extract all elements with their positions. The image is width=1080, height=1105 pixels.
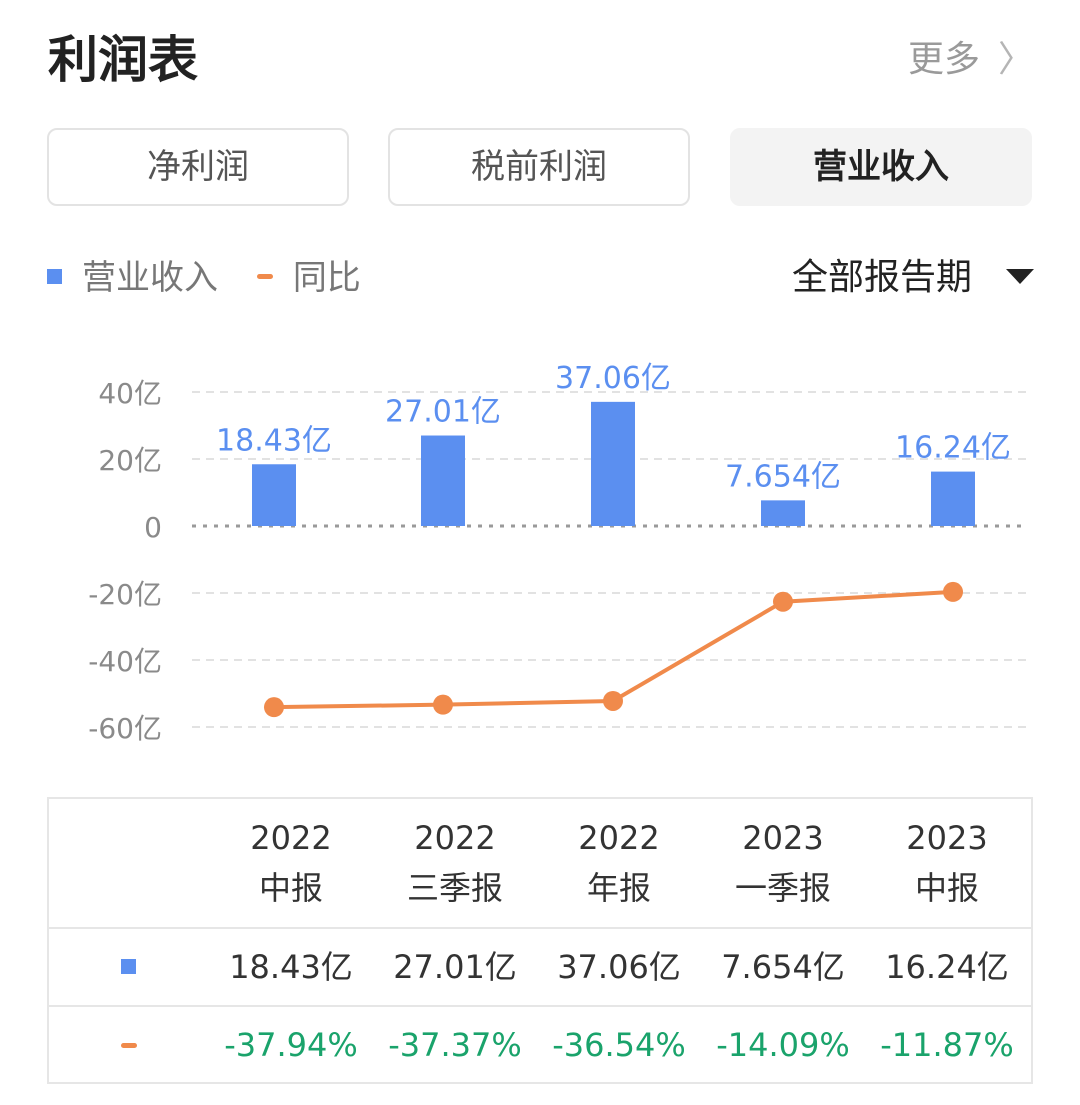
bar-swatch-icon bbox=[47, 269, 62, 284]
table-cell: 7.654亿 bbox=[721, 948, 845, 986]
bar-value-label: 7.654亿 bbox=[725, 459, 841, 494]
yoy-point-2 bbox=[603, 690, 623, 711]
tab-pretax-profit[interactable]: 税前利润 bbox=[388, 128, 690, 206]
bar-0 bbox=[252, 464, 296, 526]
revenue-chart: 40亿 20亿 0 -20亿 -40亿 -60亿 18.43亿 27.01亿 37.06亿 7.6… bbox=[88, 361, 1026, 745]
legend-item-yoy[interactable]: 同比 bbox=[256, 252, 361, 304]
table-cell: 16.24亿 bbox=[885, 948, 1009, 986]
y-tick-label: -60亿 bbox=[88, 712, 162, 745]
table-header-row: 2022 中报 2022 三季报 2022 年报 2023 一季报 2023 中报 bbox=[49, 799, 1031, 929]
line-swatch-icon bbox=[121, 1043, 137, 1048]
bar-value-label: 37.06亿 bbox=[555, 361, 671, 396]
chevron-right-icon: 〉 bbox=[997, 39, 1034, 80]
bar-1 bbox=[421, 435, 465, 526]
table-cell: -14.09% bbox=[716, 1026, 850, 1064]
bar-2 bbox=[591, 401, 635, 526]
yoy-point-3 bbox=[773, 591, 793, 612]
yoy-point-0 bbox=[264, 697, 284, 718]
table-header-cell: 2022 中报 bbox=[250, 819, 332, 907]
chart-legend: 营业收入 同比 bbox=[47, 252, 389, 304]
bar-3 bbox=[761, 500, 805, 526]
bar-value-label: 18.43亿 bbox=[216, 423, 332, 458]
table-row-revenue: 18.43亿 27.01亿 37.06亿 7.654亿 16.24亿 bbox=[49, 929, 1031, 1007]
period-value: 全部报告期 bbox=[791, 257, 972, 298]
y-tick-label: 0 bbox=[144, 511, 162, 544]
bar-4 bbox=[931, 471, 975, 526]
y-tick-label: -20亿 bbox=[88, 578, 162, 611]
table-header-cell: 2022 年报 bbox=[578, 819, 660, 907]
legend-label-revenue: 营业收入 bbox=[82, 258, 218, 298]
page-title: 利润表 bbox=[48, 31, 198, 89]
table-row-yoy: -37.94% -37.37% -36.54% -14.09% -11.87% bbox=[49, 1007, 1031, 1084]
page-header: 利润表 更多〉 bbox=[48, 28, 1034, 92]
table-cell: 27.01亿 bbox=[393, 948, 517, 986]
line-swatch-icon bbox=[256, 274, 273, 279]
tab-net-profit[interactable]: 净利润 bbox=[47, 128, 349, 206]
table-cell: 37.06亿 bbox=[557, 948, 681, 986]
tab-revenue[interactable]: 营业收入 bbox=[730, 128, 1032, 206]
yoy-row-marker bbox=[49, 1007, 209, 1084]
legend-item-revenue[interactable]: 营业收入 bbox=[47, 252, 218, 304]
table-header-cell: 2023 中报 bbox=[906, 819, 988, 907]
caret-down-icon bbox=[1006, 268, 1034, 284]
table-header-cell: 2022 三季报 bbox=[406, 819, 503, 907]
table-cell: 18.43亿 bbox=[229, 948, 353, 986]
legend-label-yoy: 同比 bbox=[292, 258, 361, 298]
table-header-cell: 2023 一季报 bbox=[734, 819, 831, 907]
more-link[interactable]: 更多〉 bbox=[908, 28, 1034, 92]
table-cell: -37.37% bbox=[388, 1026, 522, 1064]
y-tick-label: -40亿 bbox=[88, 645, 162, 678]
table-cell: -37.94% bbox=[224, 1026, 358, 1064]
yoy-point-4 bbox=[943, 581, 963, 602]
y-tick-label: 20亿 bbox=[98, 444, 162, 477]
revenue-row-marker bbox=[49, 929, 209, 1005]
bar-swatch-icon bbox=[121, 959, 136, 974]
y-tick-label: 40亿 bbox=[98, 377, 162, 410]
bar-value-label: 16.24亿 bbox=[895, 431, 1011, 466]
yoy-line bbox=[273, 589, 954, 710]
period-dropdown[interactable]: 全部报告期 bbox=[792, 252, 1034, 304]
yoy-point-1 bbox=[433, 694, 453, 715]
bar-value-label: 27.01亿 bbox=[385, 395, 501, 430]
table-cell: -36.54% bbox=[552, 1026, 686, 1064]
data-table: 2022 中报 2022 三季报 2022 年报 2023 一季报 2023 中报 18.… bbox=[47, 797, 1033, 1084]
table-cell: -11.87% bbox=[880, 1026, 1014, 1064]
metric-tabs: 净利润 税前利润 营业收入 bbox=[47, 128, 1034, 208]
more-label: 更多 bbox=[907, 39, 980, 80]
